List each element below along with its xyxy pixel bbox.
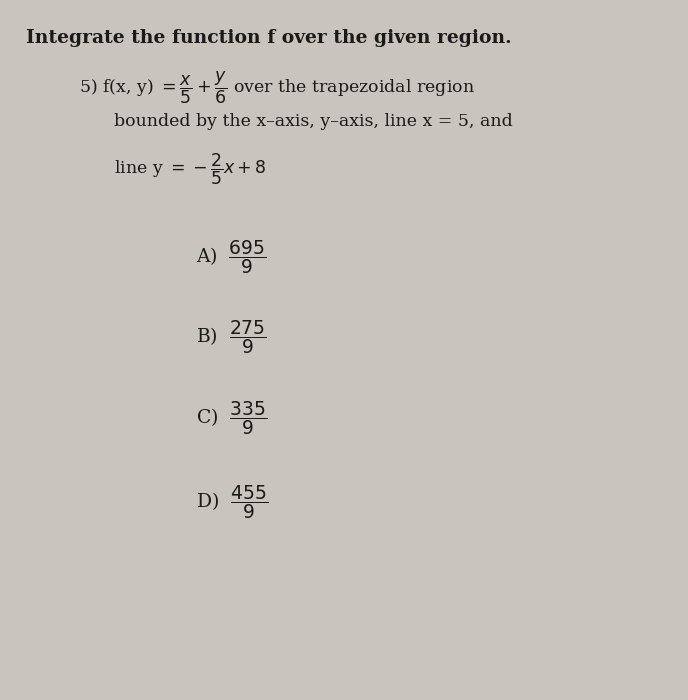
- Text: line y $= -\dfrac{2}{5}x + 8$: line y $= -\dfrac{2}{5}x + 8$: [114, 152, 266, 188]
- Text: C)  $\dfrac{335}{9}$: C) $\dfrac{335}{9}$: [196, 399, 268, 437]
- Text: 5) f(x, y) $= \dfrac{x}{5} + \dfrac{y}{6}$ over the trapezoidal region: 5) f(x, y) $= \dfrac{x}{5} + \dfrac{y}{6…: [79, 70, 475, 106]
- Text: B)  $\dfrac{275}{9}$: B) $\dfrac{275}{9}$: [196, 318, 267, 356]
- Text: A)  $\dfrac{695}{9}$: A) $\dfrac{695}{9}$: [196, 238, 267, 276]
- Text: Integrate the function f over the given region.: Integrate the function f over the given …: [26, 29, 512, 48]
- Text: bounded by the x–axis, y–axis, line x = 5, and: bounded by the x–axis, y–axis, line x = …: [114, 113, 513, 130]
- Text: D)  $\dfrac{455}{9}$: D) $\dfrac{455}{9}$: [196, 483, 268, 521]
